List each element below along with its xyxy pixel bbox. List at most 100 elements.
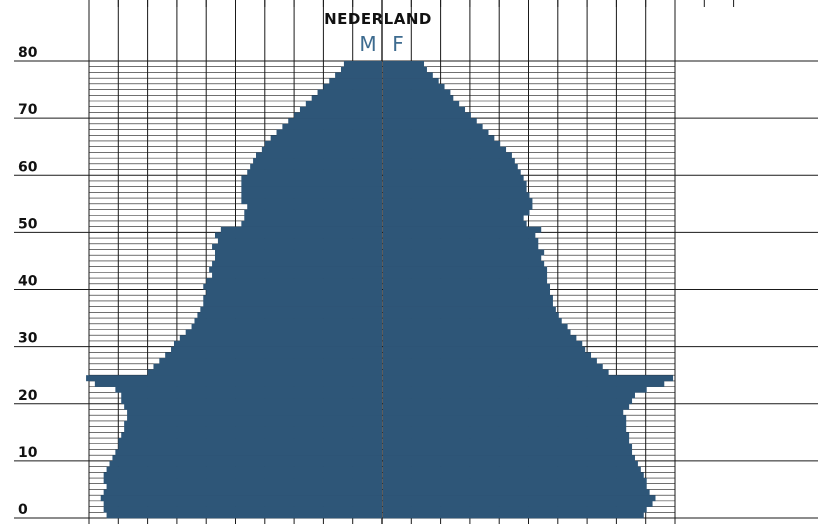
y-tick-label: 50 <box>18 216 38 232</box>
male-bar <box>94 380 383 387</box>
male-bar <box>106 483 382 490</box>
male-bar <box>171 346 382 353</box>
female-bar <box>383 340 583 347</box>
female-bar <box>383 83 445 90</box>
male-bar <box>86 375 382 382</box>
male-bar <box>127 409 382 416</box>
y-axis-tick-labels: 0 10 20 30 40 50 60 70 80 <box>18 45 38 518</box>
female-bar <box>383 118 477 125</box>
male-bar <box>241 175 382 182</box>
female-bar <box>383 249 545 256</box>
male-bar <box>109 460 382 467</box>
female-bar <box>383 266 548 273</box>
male-bar <box>288 118 382 125</box>
male-bar <box>241 186 382 193</box>
female-bar <box>383 420 627 427</box>
female-bar <box>383 398 633 405</box>
male-bar <box>311 95 382 102</box>
male-bar <box>173 340 382 347</box>
male-bar <box>106 466 382 473</box>
female-bar <box>383 318 562 325</box>
female-bar <box>383 460 638 467</box>
male-bar <box>209 266 382 273</box>
male-bar <box>212 260 382 267</box>
female-bar <box>383 129 489 136</box>
male-bar <box>256 152 382 159</box>
y-tick-label: 0 <box>18 502 28 518</box>
male-bar <box>194 318 382 325</box>
female-bar <box>383 72 433 79</box>
female-bar <box>383 415 627 422</box>
male-bar <box>305 100 382 107</box>
female-bar <box>383 135 495 142</box>
male-bar <box>115 386 383 393</box>
female-bar <box>383 472 644 479</box>
female-bar <box>383 306 556 313</box>
female-bar <box>383 169 521 176</box>
male-bar <box>212 243 382 250</box>
female-bar <box>383 272 548 279</box>
female-bar <box>383 95 454 102</box>
female-bar <box>383 358 597 365</box>
female-bar <box>383 243 539 250</box>
female-bar <box>383 489 650 496</box>
male-bar <box>241 192 382 199</box>
male-bar <box>261 146 382 153</box>
female-bar <box>383 369 609 376</box>
female-bar <box>383 426 627 433</box>
male-bar <box>206 278 382 285</box>
male-bar <box>294 112 382 119</box>
female-bar <box>383 260 545 267</box>
female-bar <box>383 180 527 187</box>
male-bar <box>206 289 382 296</box>
female-bar <box>383 89 451 96</box>
male-bar <box>340 66 382 73</box>
male-bar <box>335 72 382 79</box>
male-bar <box>203 295 382 302</box>
male-bar <box>241 220 382 227</box>
female-bar <box>383 158 515 165</box>
female-bar <box>383 203 533 210</box>
bars-female-series <box>383 61 674 519</box>
male-bar <box>323 83 382 90</box>
male-bar <box>276 129 382 136</box>
female-bar <box>383 375 674 382</box>
male-bar <box>112 455 382 462</box>
male-bar <box>103 489 383 496</box>
male-bar <box>103 506 383 513</box>
male-bar <box>103 500 383 507</box>
female-bar <box>383 500 653 507</box>
female-bar <box>383 386 647 393</box>
female-bar <box>383 198 533 205</box>
male-bar <box>118 438 383 445</box>
male-bar <box>197 312 382 319</box>
female-bar <box>383 483 647 490</box>
male-bar <box>241 180 382 187</box>
female-bar <box>383 329 571 336</box>
female-bar <box>383 106 466 113</box>
chart-title: NEDERLAND <box>324 10 432 28</box>
male-bar <box>317 89 382 96</box>
female-bar <box>383 238 539 245</box>
male-bar <box>244 215 382 222</box>
female-bar <box>383 512 644 519</box>
female-bar <box>383 112 471 119</box>
male-bar <box>220 226 382 233</box>
female-bar <box>383 403 630 410</box>
male-bar <box>299 106 382 113</box>
male-bar <box>103 478 383 485</box>
female-bar <box>383 495 656 502</box>
female-bar <box>383 478 647 485</box>
female-bar <box>383 335 577 342</box>
male-bar <box>106 512 382 519</box>
female-bar <box>383 449 633 456</box>
female-bar <box>383 432 630 439</box>
male-label: M <box>359 32 376 56</box>
female-bar <box>383 66 427 73</box>
male-bar <box>264 140 382 147</box>
female-bar <box>383 409 624 416</box>
female-bar <box>383 123 483 130</box>
male-bar <box>153 363 382 370</box>
male-bar <box>124 420 382 427</box>
